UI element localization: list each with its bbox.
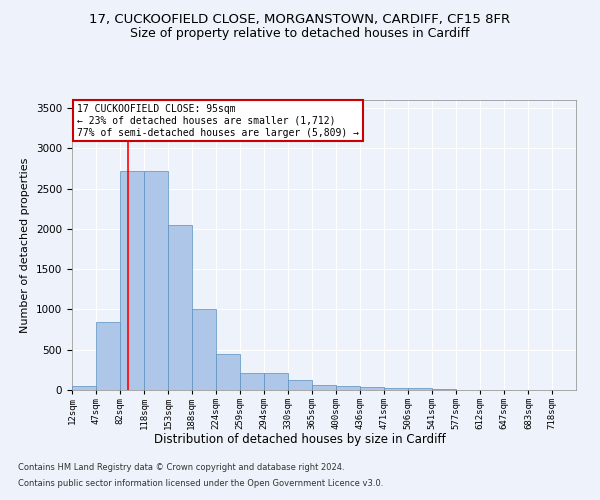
Bar bbox=[312, 385, 336, 390]
Bar bbox=[216, 354, 240, 390]
Y-axis label: Number of detached properties: Number of detached properties bbox=[20, 158, 31, 332]
Text: Distribution of detached houses by size in Cardiff: Distribution of detached houses by size … bbox=[154, 432, 446, 446]
Bar bbox=[144, 171, 168, 390]
Text: 17, CUCKOOFIELD CLOSE, MORGANSTOWN, CARDIFF, CF15 8FR: 17, CUCKOOFIELD CLOSE, MORGANSTOWN, CARD… bbox=[89, 12, 511, 26]
Text: 17 CUCKOOFIELD CLOSE: 95sqm
← 23% of detached houses are smaller (1,712)
77% of : 17 CUCKOOFIELD CLOSE: 95sqm ← 23% of det… bbox=[77, 104, 359, 138]
Bar bbox=[168, 225, 192, 390]
Bar bbox=[408, 388, 432, 390]
Text: Contains public sector information licensed under the Open Government Licence v3: Contains public sector information licen… bbox=[18, 478, 383, 488]
Bar bbox=[96, 322, 119, 390]
Bar bbox=[288, 380, 312, 390]
Text: Size of property relative to detached houses in Cardiff: Size of property relative to detached ho… bbox=[130, 28, 470, 40]
Bar bbox=[336, 386, 361, 390]
Bar bbox=[240, 372, 264, 390]
Bar bbox=[361, 387, 384, 390]
Bar bbox=[119, 171, 144, 390]
Bar bbox=[264, 373, 288, 390]
Bar bbox=[192, 310, 216, 390]
Bar bbox=[432, 389, 456, 390]
Bar bbox=[384, 388, 408, 390]
Bar bbox=[72, 386, 96, 390]
Text: Contains HM Land Registry data © Crown copyright and database right 2024.: Contains HM Land Registry data © Crown c… bbox=[18, 464, 344, 472]
